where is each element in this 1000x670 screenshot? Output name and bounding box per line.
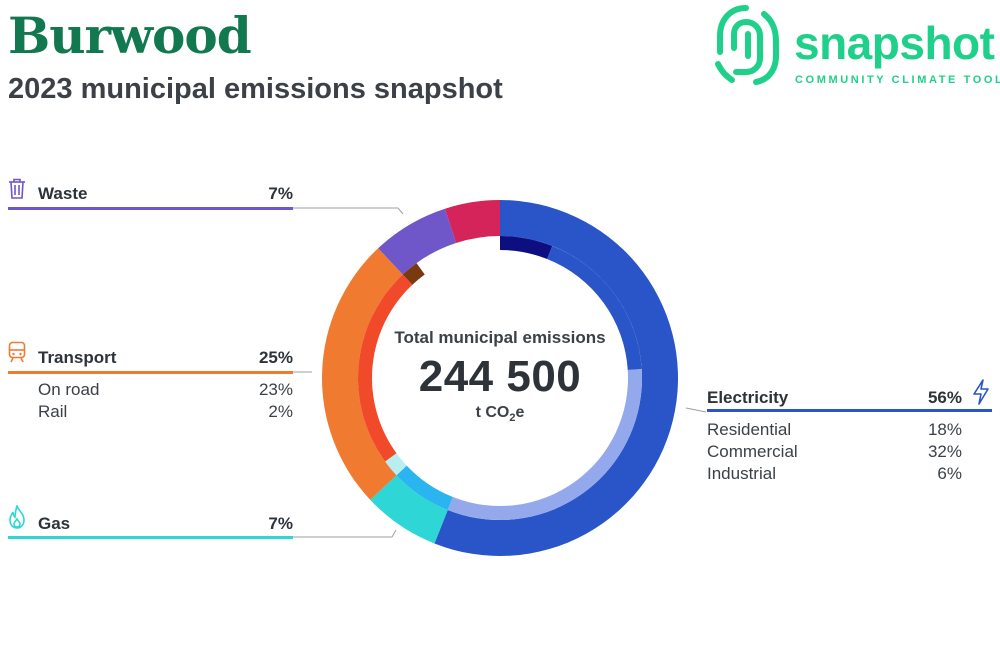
trash-icon — [9, 178, 25, 199]
total-label: Total municipal emissions — [394, 328, 606, 347]
inner-segment-rail — [385, 453, 407, 476]
waste-pct: 7% — [268, 184, 293, 203]
electricity-sub-label: Industrial — [707, 464, 776, 483]
gas-label: Gas — [38, 514, 71, 533]
logo-tagline: COMMUNITY CLIMATE TOOL — [795, 74, 1000, 86]
lightning-icon — [973, 379, 989, 405]
gas-pct: 7% — [268, 514, 293, 533]
flame-icon — [9, 505, 25, 529]
leader-lines — [293, 207, 707, 538]
waste-label: Waste — [38, 184, 88, 203]
electricity-leader-line — [685, 407, 707, 413]
snapshot-logo: snapshot COMMUNITY CLIMATE TOOL — [712, 0, 1000, 95]
transport-sub-label: Rail — [38, 402, 68, 421]
inner-segment-commercial — [447, 369, 642, 520]
waste-rule — [8, 207, 293, 210]
transport-pct: 25% — [258, 348, 293, 367]
electricity-sub-pct: 6% — [937, 464, 962, 483]
inner-segment-unlabeled-9 — [402, 263, 425, 285]
total-unit: t CO2e — [475, 404, 525, 425]
electricity-pct: 56% — [927, 388, 962, 407]
inner-segment-gas — [396, 465, 453, 511]
total-value: 244 500 — [418, 352, 582, 401]
outer-segment-electricity — [434, 200, 678, 556]
outer-segment-unlabeled-4 — [444, 200, 500, 243]
transport-label: Transport — [38, 348, 117, 367]
inner-segment-on-road — [358, 274, 413, 462]
fingerprint-logo-icon — [715, 5, 779, 85]
transport-rule — [8, 371, 293, 374]
waste-leader-line — [293, 207, 404, 215]
train-icon — [8, 341, 26, 363]
inner-ring — [358, 236, 642, 520]
transport-sub-pct: 2% — [268, 402, 293, 421]
transport-sub-label: On road — [38, 380, 100, 399]
electricity-sub-pct: 18% — [927, 420, 962, 439]
electricity-sub-label: Residential — [707, 420, 792, 439]
transport-sub-pct: 23% — [258, 380, 293, 399]
electricity-label: Electricity — [707, 388, 789, 407]
logo-wordmark: snapshot — [794, 17, 995, 69]
outer-segment-gas — [370, 475, 448, 544]
electricity-sub-label: Commercial — [707, 442, 798, 461]
inner-segment-residential — [547, 245, 642, 370]
gas-rule — [8, 536, 293, 539]
page-subtitle: 2023 municipal emissions snapshot — [8, 73, 503, 105]
outer-segment-transport — [322, 248, 403, 500]
outer-segment-waste — [378, 208, 457, 275]
gas-leader-line — [293, 529, 397, 538]
inner-segment-industrial — [500, 236, 553, 259]
electricity-rule — [707, 409, 992, 412]
page-title: Burwood — [8, 6, 252, 65]
electricity-sub-pct: 32% — [927, 442, 962, 461]
outer-ring — [322, 200, 678, 556]
